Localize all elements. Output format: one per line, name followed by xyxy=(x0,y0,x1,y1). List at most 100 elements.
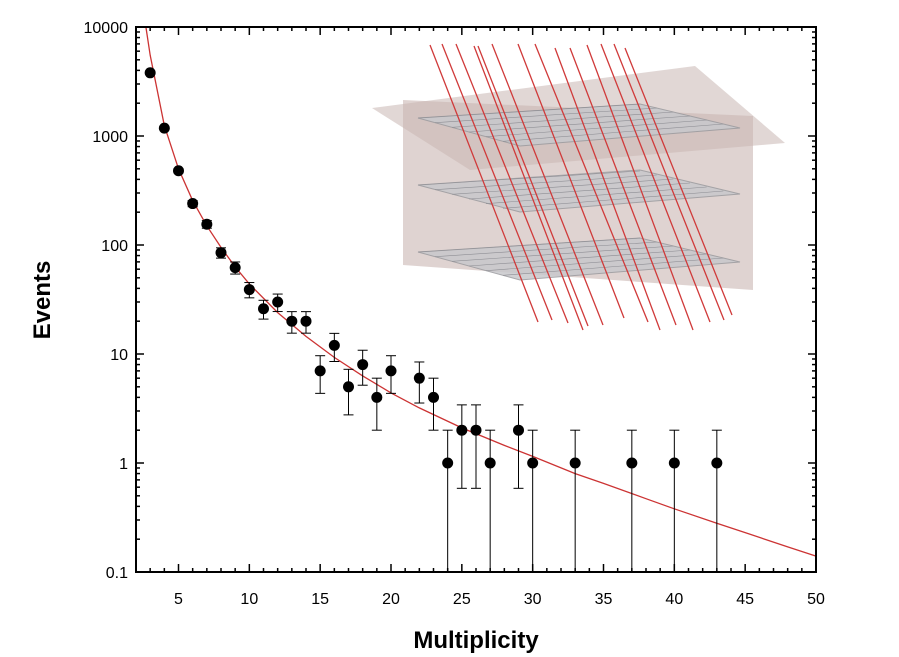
y-tick-label: 10000 xyxy=(84,20,129,37)
inset-track xyxy=(534,43,649,323)
data-point xyxy=(428,377,439,431)
inset-strip xyxy=(417,237,641,253)
data-point xyxy=(413,361,425,404)
data-point xyxy=(527,429,539,572)
x-tick-label: 10 xyxy=(240,591,258,608)
x-tick-label: 35 xyxy=(595,591,613,608)
data-point xyxy=(229,261,241,275)
data-point xyxy=(470,404,482,489)
inset-strip xyxy=(468,249,691,267)
data-marker xyxy=(513,424,524,436)
x-tick-label: 45 xyxy=(736,591,754,608)
data-marker xyxy=(229,262,241,274)
data-marker xyxy=(668,457,680,469)
data-marker xyxy=(470,424,482,436)
inset-strip xyxy=(502,123,724,142)
inset-track xyxy=(477,45,589,327)
y-axis-title: Events xyxy=(29,261,56,340)
y-tick-label: 0.1 xyxy=(106,565,128,582)
y-tick-label: 1000 xyxy=(92,129,128,146)
data-marker xyxy=(456,424,468,436)
inset-strip xyxy=(451,178,674,195)
data-point xyxy=(201,218,213,230)
data-points-layer xyxy=(144,67,723,572)
inset-track xyxy=(491,43,604,326)
inset-track xyxy=(600,43,711,323)
data-marker xyxy=(215,247,227,259)
x-tick-label: 5 xyxy=(174,591,183,608)
y-tick-label: 10 xyxy=(110,347,128,364)
data-marker xyxy=(442,457,454,469)
inset-strip xyxy=(485,253,707,271)
data-marker xyxy=(428,391,439,403)
data-point xyxy=(385,355,397,394)
data-point xyxy=(243,282,255,299)
data-marker xyxy=(569,457,581,469)
data-marker xyxy=(371,391,383,403)
data-point xyxy=(300,311,312,334)
data-point xyxy=(569,429,581,572)
data-point xyxy=(215,247,227,259)
data-marker xyxy=(173,165,184,177)
y-tick-labels: 0.1 1 10 100 1000 10000 xyxy=(84,20,129,582)
data-marker xyxy=(286,315,298,327)
inset-track xyxy=(569,47,677,326)
data-marker xyxy=(300,315,312,327)
data-marker xyxy=(357,359,369,371)
inset-track xyxy=(517,43,625,319)
data-point xyxy=(286,311,298,334)
x-tick-label: 50 xyxy=(807,591,825,608)
data-marker xyxy=(626,457,638,469)
data-marker xyxy=(484,457,496,469)
inset-track xyxy=(613,43,725,321)
data-marker xyxy=(413,372,425,384)
data-marker xyxy=(201,218,213,230)
inset-track xyxy=(441,43,553,321)
inset-track xyxy=(554,47,661,331)
data-marker xyxy=(328,339,340,351)
data-point xyxy=(626,429,638,572)
inset-track xyxy=(429,44,539,323)
inset-track xyxy=(473,45,584,331)
data-marker xyxy=(527,457,539,469)
inset-track xyxy=(455,43,569,324)
data-marker xyxy=(385,365,397,377)
inset-strip xyxy=(434,241,657,257)
data-point xyxy=(173,165,184,177)
x-tick-label: 30 xyxy=(524,591,542,608)
inset-strip xyxy=(485,119,707,137)
inset-strip xyxy=(451,245,674,262)
x-tick-label: 20 xyxy=(382,591,400,608)
data-marker xyxy=(272,296,284,308)
data-point xyxy=(343,368,354,416)
data-marker xyxy=(314,365,326,377)
data-point xyxy=(328,332,340,362)
data-point xyxy=(668,429,680,572)
data-point xyxy=(513,404,524,489)
data-marker xyxy=(144,67,156,79)
inset-strip xyxy=(417,170,641,186)
inset-strip xyxy=(468,182,691,200)
data-point xyxy=(272,293,284,313)
data-point xyxy=(144,67,156,79)
inset-strip xyxy=(417,103,641,119)
data-point xyxy=(711,429,723,572)
inset-track xyxy=(624,47,733,316)
data-point xyxy=(371,377,383,431)
detector-inset xyxy=(372,43,785,331)
data-marker xyxy=(711,457,723,469)
data-point xyxy=(484,429,496,572)
x-tick-label: 40 xyxy=(665,591,683,608)
data-marker xyxy=(158,122,170,134)
x-tick-label: 15 xyxy=(311,591,329,608)
inset-strip xyxy=(502,190,724,209)
inset-track xyxy=(586,44,694,331)
data-point xyxy=(314,355,326,394)
x-axis-title: Multiplicity xyxy=(413,627,539,654)
data-point xyxy=(456,404,468,489)
data-point xyxy=(357,349,369,386)
data-point xyxy=(187,198,199,210)
data-point xyxy=(158,122,170,134)
y-tick-label: 1 xyxy=(119,456,128,473)
